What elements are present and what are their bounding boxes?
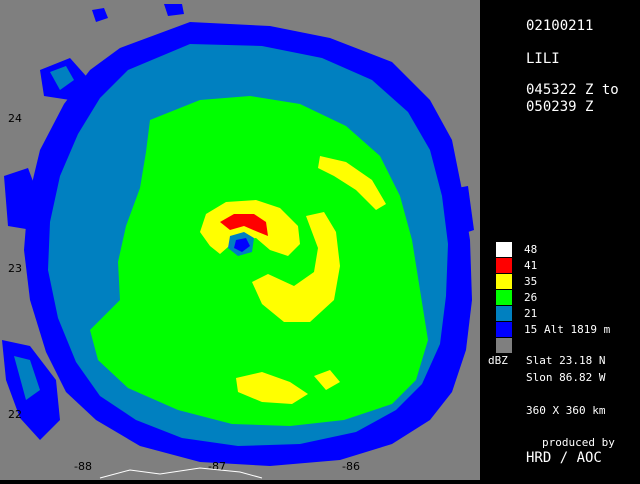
echo-cell-nw-core: [50, 66, 74, 90]
echo-35dbz-band-east: [252, 212, 340, 322]
produced-by: produced by: [542, 436, 615, 449]
echo-35dbz-band-north: [318, 156, 386, 210]
storm-eye-center: [234, 238, 250, 252]
legend-swatch-26: [496, 290, 512, 305]
legend-swatch-48: [496, 242, 512, 257]
coastline: [99, 467, 263, 479]
lat-label-22: 22: [8, 408, 22, 421]
legend-label-21: 21: [524, 307, 538, 320]
storm-name: LILI: [526, 51, 560, 67]
legend-swatch-15: [496, 322, 512, 337]
legend-swatch-41: [496, 258, 512, 273]
altitude-readout: Alt 1819 m: [544, 323, 611, 336]
domain-extent: 360 X 360 km: [526, 404, 606, 417]
info-panel: 02100211 LILI 045322 Z to 050239 Z 48 41…: [480, 0, 640, 480]
echo-cell-n: [92, 8, 108, 22]
echo-35dbz-band-south: [236, 372, 308, 404]
echo-41dbz: [220, 214, 268, 236]
legend-swatch-no-echo: [496, 338, 512, 353]
lon-label-86: -86: [342, 460, 360, 473]
legend-unit: dBZ: [488, 354, 508, 367]
radar-reflectivity-image: 24 23 22 -88 -87 -86: [2, 4, 474, 479]
legend-label-41: 41: [524, 259, 538, 272]
legend-label-15: 15: [524, 323, 538, 336]
echo-cell-w: [4, 168, 40, 230]
lon-label-88: -88: [74, 460, 92, 473]
echo-cell-e: [446, 186, 474, 236]
echo-cell-sw-core: [14, 356, 40, 400]
legend-label-26: 26: [524, 291, 538, 304]
producer-org: HRD / AOC: [526, 450, 602, 466]
legend-swatch-21: [496, 306, 512, 321]
time-range-end: 050239 Z: [526, 99, 594, 115]
lat-label-24: 24: [8, 112, 22, 125]
lon-label-87: -87: [208, 460, 226, 473]
echo-35dbz-small: [314, 370, 340, 390]
legend-label-48: 48: [524, 243, 538, 256]
radar-map: 24 23 22 -88 -87 -86: [0, 0, 480, 480]
legend-swatch-35: [496, 274, 512, 289]
echo-cell-ne: [164, 4, 184, 16]
time-range-start: 045322 Z to: [526, 82, 619, 98]
legend-label-35: 35: [524, 275, 538, 288]
date-code: 02100211: [526, 18, 594, 34]
lat-label-23: 23: [8, 262, 22, 275]
storm-longitude: Slon 86.82 W: [526, 371, 606, 384]
storm-latitude: Slat 23.18 N: [526, 354, 606, 367]
